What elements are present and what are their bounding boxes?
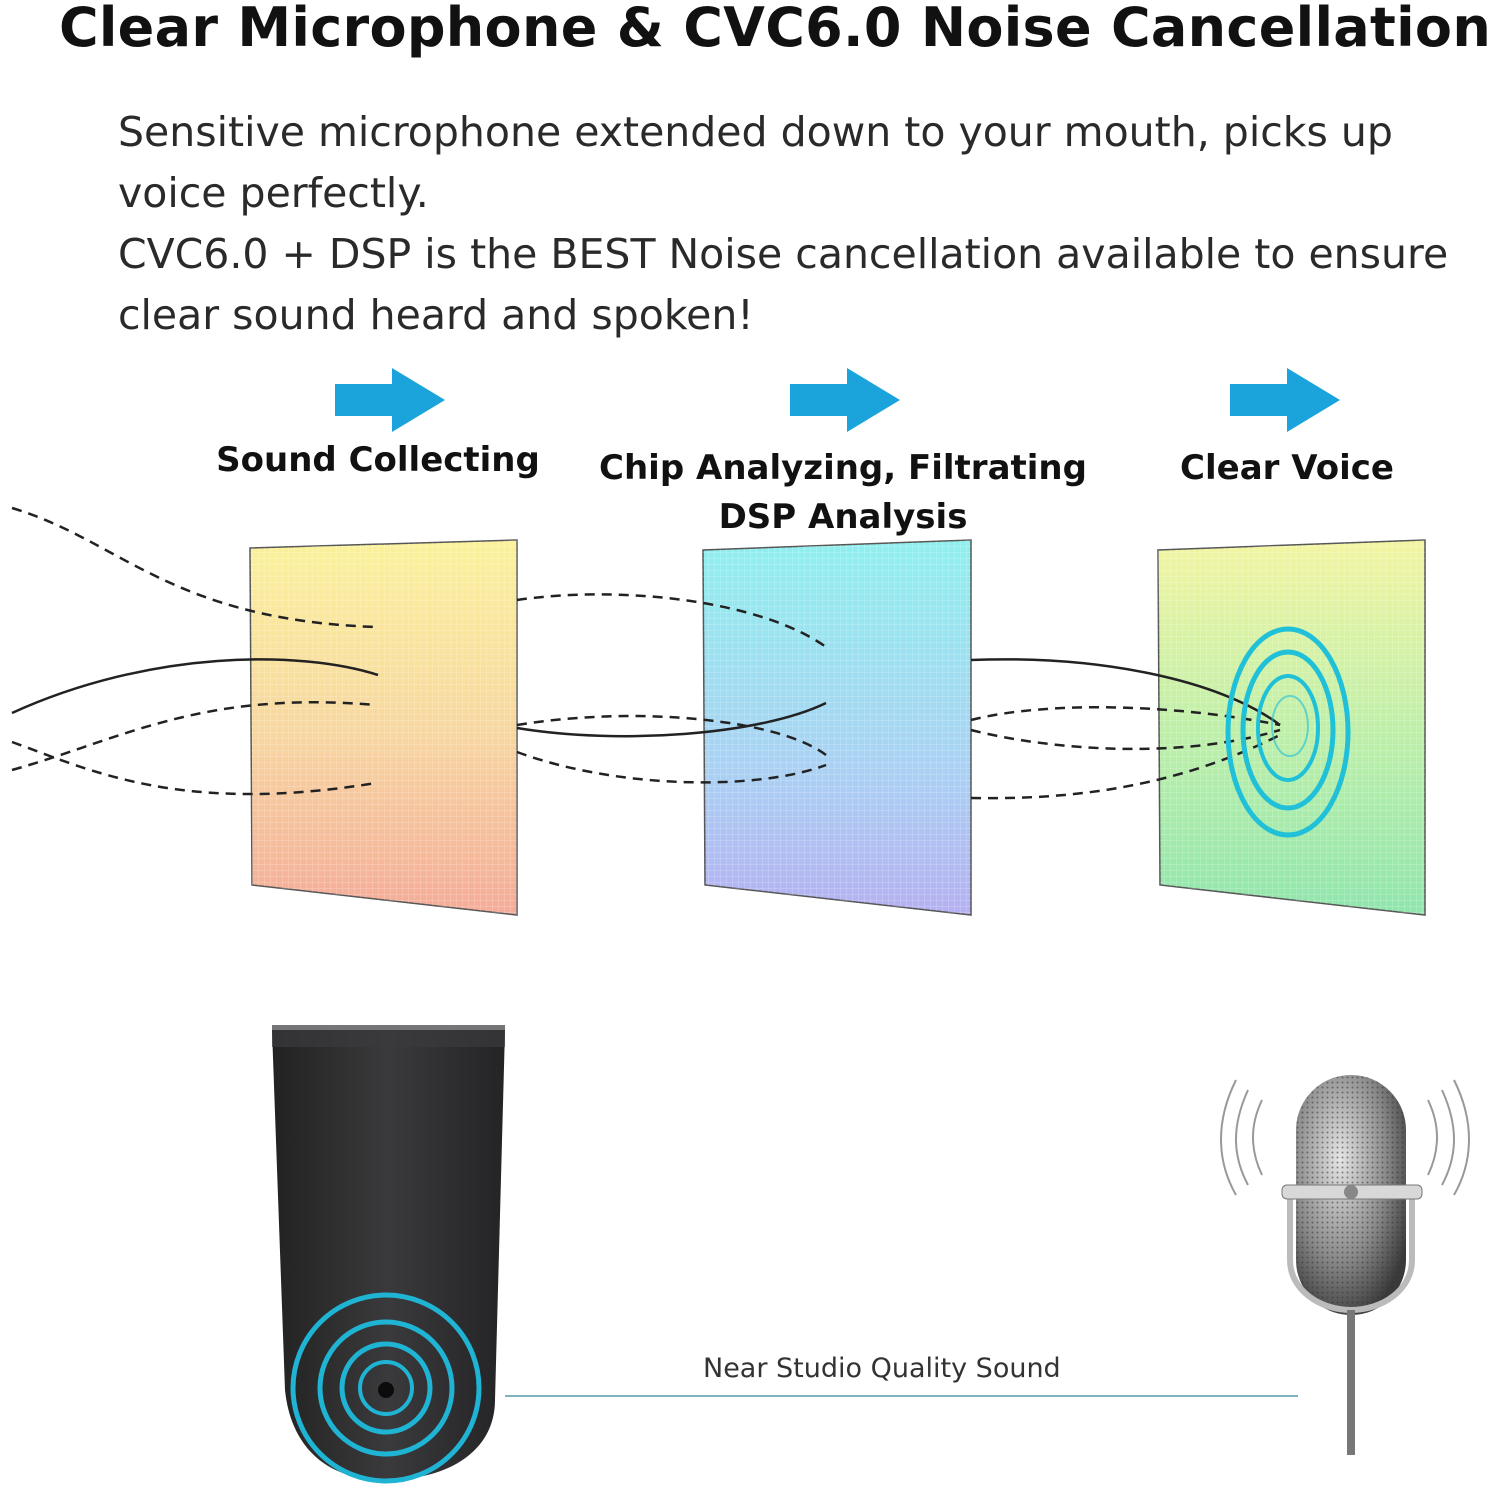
page-title: Clear Microphone & CVC6.0 Noise Cancella… (58, 0, 1492, 59)
description-line: CVC6.0 + DSP is the BEST Noise cancellat… (118, 230, 1449, 278)
arrow-right-icon (1230, 368, 1340, 432)
description-line: clear sound heard and spoken! (118, 291, 754, 339)
panel-sound-collecting (249, 539, 518, 916)
sound-waves (11, 506, 1281, 800)
stage-label-clear-voice: Clear Voice (1180, 448, 1394, 488)
panel-chip-analyzing (702, 539, 972, 916)
voice-rings-icon (1225, 626, 1351, 838)
stage-label-chip-analyzing: Chip Analyzing, Filtrating (599, 448, 1087, 488)
arrow-right-icon (335, 368, 445, 432)
description-line: voice perfectly. (118, 169, 429, 217)
panel-clear-voice (1157, 539, 1426, 916)
description-line: Sensitive microphone extended down to yo… (118, 108, 1393, 156)
stage-label-dsp-analysis: DSP Analysis (719, 497, 968, 537)
studio-microphone-icon (1220, 1075, 1470, 1455)
headset-mic-image (272, 1025, 505, 1484)
stage-label-sound-collecting: Sound Collecting (216, 440, 540, 480)
description: Sensitive microphone extended down to yo… (118, 102, 1478, 346)
arrow-right-icon (790, 368, 900, 432)
caption: Near Studio Quality Sound (703, 1353, 1061, 1384)
